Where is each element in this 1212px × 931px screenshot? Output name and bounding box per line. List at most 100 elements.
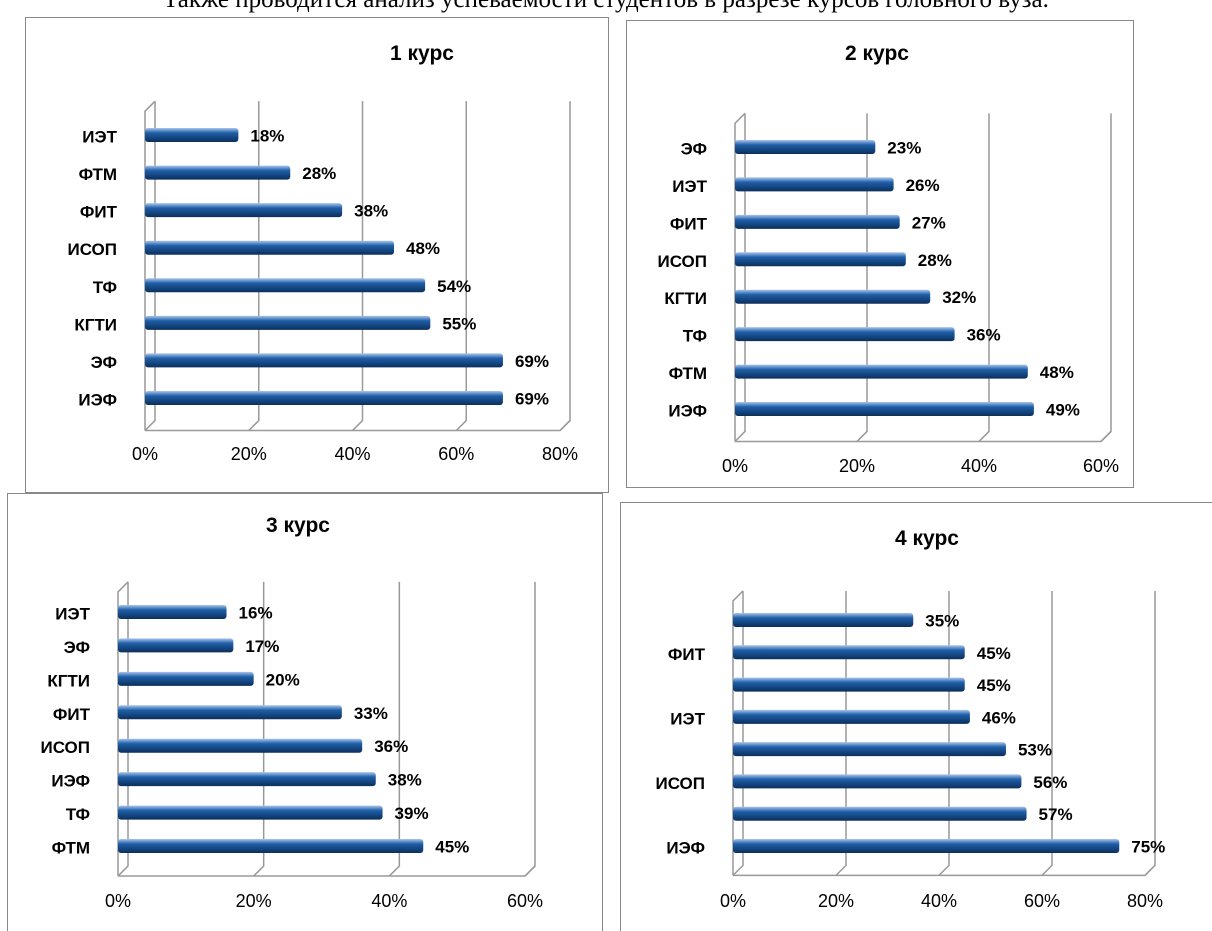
bar [118,605,227,619]
x-tick-label: 20% [236,891,272,911]
value-label: 54% [437,277,471,296]
bar [145,203,343,218]
value-label: 69% [515,352,549,371]
value-label: 57% [1039,805,1073,824]
chart-title: 1 курс [390,42,454,65]
bar [118,805,383,820]
x-tick-label: 40% [334,444,370,464]
value-label: 35% [925,611,959,630]
category-label: ЭФ [91,353,117,372]
grid-line [351,101,364,432]
lead-text: Также проводится анализ успеваемости сту… [0,0,1212,14]
x-tick-label: 20% [839,456,875,476]
bar [118,772,376,787]
x-tick-label: 60% [438,444,474,464]
value-label: 26% [906,176,940,195]
value-label: 32% [942,288,976,307]
x-tick-label: 0% [132,444,158,464]
value-label: 48% [406,239,440,258]
value-label: 75% [1131,837,1165,856]
bar [145,353,503,368]
value-label: 49% [1046,400,1080,419]
bar [145,165,291,180]
grid-line [1041,590,1053,876]
x-tick-label: 60% [1024,891,1060,911]
bar [733,613,914,627]
value-label: 28% [918,251,952,270]
x-tick-label: 0% [720,891,746,911]
bar [735,327,955,342]
category-label: КГТИ [664,289,707,308]
category-label: ИСОП [657,252,707,271]
category-label: ФТМ [52,838,90,857]
bar [733,742,1006,757]
bar [735,140,876,154]
value-label: 38% [354,202,388,221]
grid-line [1144,590,1156,876]
category-label: ИЭФ [78,390,117,409]
x-tick-label: 40% [961,456,997,476]
bar [735,252,906,267]
bar [735,177,894,192]
value-label: 56% [1033,773,1067,792]
category-label: ФТМ [669,364,707,383]
category-label: ИЭТ [82,127,117,146]
x-tick-label: 80% [1127,891,1163,911]
x-tick-label: 20% [818,891,854,911]
value-label: 27% [912,213,946,232]
value-label: 36% [967,326,1001,345]
x-tick-label: 0% [105,891,131,911]
bar [145,278,426,293]
bar [145,240,394,255]
value-label: 33% [354,704,388,723]
bar [118,705,342,720]
x-tick-label: 40% [371,891,407,911]
bar [733,645,965,660]
bar [145,315,431,330]
frame [25,17,609,493]
category-label: ТФ [93,278,117,297]
category-label: ИЭТ [672,177,707,196]
bar [733,774,1022,789]
category-label: КГТИ [74,315,117,334]
bar [145,391,503,405]
value-label: 16% [239,603,273,622]
value-label: 45% [977,676,1011,695]
bar [733,806,1027,821]
grid-line [524,581,536,877]
value-label: 45% [435,837,469,856]
grid-line [1100,113,1112,442]
chart-title: 4 курс [895,527,959,550]
x-tick-label: 40% [921,891,957,911]
category-label: ИСОП [67,240,117,259]
value-label: 46% [982,708,1016,727]
chart-title: 3 курс [266,514,330,537]
value-label: 53% [1018,741,1052,760]
value-label: 38% [388,771,422,790]
category-label: ИСОП [655,774,705,793]
value-label: 28% [302,164,336,183]
x-tick-label: 20% [231,444,267,464]
bar [733,709,970,724]
value-label: 20% [266,670,300,689]
category-label: ИСОП [40,738,90,757]
value-label: 39% [395,804,429,823]
bar [118,638,234,653]
category-label: ЭФ [681,139,707,158]
category-label: КГТИ [47,671,90,690]
x-tick-label: 60% [507,891,543,911]
x-tick-label: 80% [542,444,578,464]
grid-line [455,101,467,432]
bar [118,839,424,853]
value-label: 69% [515,389,549,408]
bar [733,839,1120,853]
bar [145,128,239,142]
category-label: ИЭФ [51,772,90,791]
value-label: 36% [374,737,408,756]
bar [735,289,931,304]
bar [735,214,900,229]
x-tick-label: 0% [722,456,748,476]
category-label: ИЭФ [668,401,707,420]
category-label: ТФ [683,327,707,346]
